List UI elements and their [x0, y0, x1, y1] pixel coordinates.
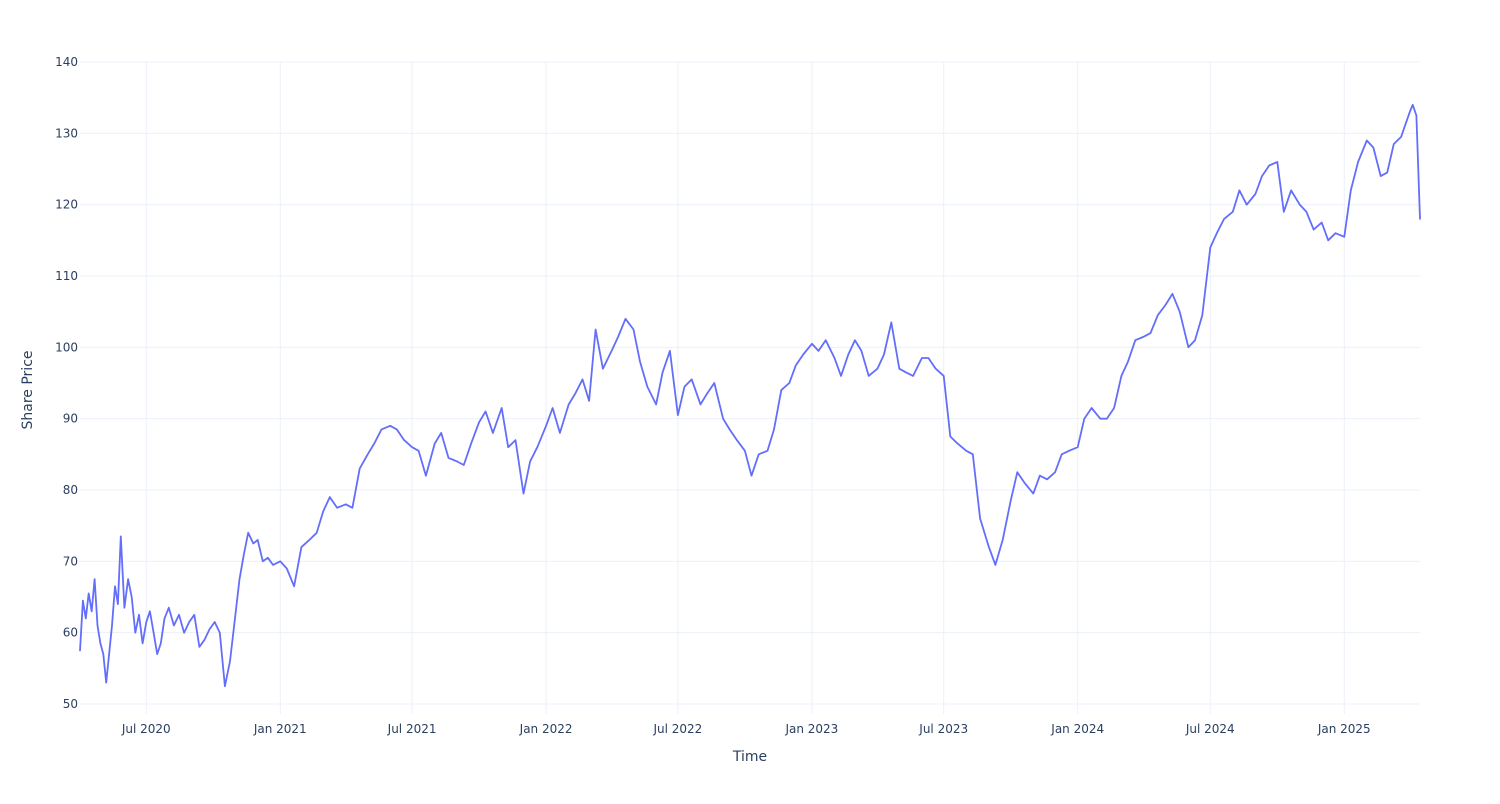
x-tick-label: Jul 2021	[387, 722, 437, 736]
x-tick-label: Jul 2020	[121, 722, 171, 736]
x-axis-title: Time	[732, 749, 767, 765]
y-tick-label: 110	[55, 269, 78, 283]
y-tick-label: 80	[63, 483, 78, 497]
x-tick-label: Jan 2025	[1317, 722, 1371, 736]
grid-layer	[80, 61, 1420, 714]
y-tick-label: 140	[55, 55, 78, 69]
y-tick-label: 60	[63, 626, 78, 640]
y-tick-label: 70	[63, 554, 78, 568]
y-tick-label: 130	[55, 126, 78, 140]
tick-labels: 50 60 70 80 90 100 110 120 130 140 Jul 2020 Jan 202…	[55, 55, 1371, 736]
x-tick-label: Jan 2023	[784, 722, 838, 736]
y-tick-label: 90	[63, 412, 78, 426]
x-tick-label: Jan 2021	[253, 722, 307, 736]
x-tick-label: Jan 2022	[519, 722, 573, 736]
series-layer	[79, 103, 1421, 688]
y-axis-title: Share Price	[20, 350, 36, 429]
x-tick-label: Jul 2024	[1185, 722, 1235, 736]
y-tick-label: 120	[55, 198, 78, 212]
x-tick-label: Jan 2024	[1050, 722, 1104, 736]
x-tick-label: Jul 2022	[652, 722, 702, 736]
x-tick-label: Jul 2023	[918, 722, 968, 736]
y-tick-label: 100	[55, 340, 78, 354]
price-line	[79, 103, 1421, 688]
y-tick-label: 50	[63, 697, 78, 711]
